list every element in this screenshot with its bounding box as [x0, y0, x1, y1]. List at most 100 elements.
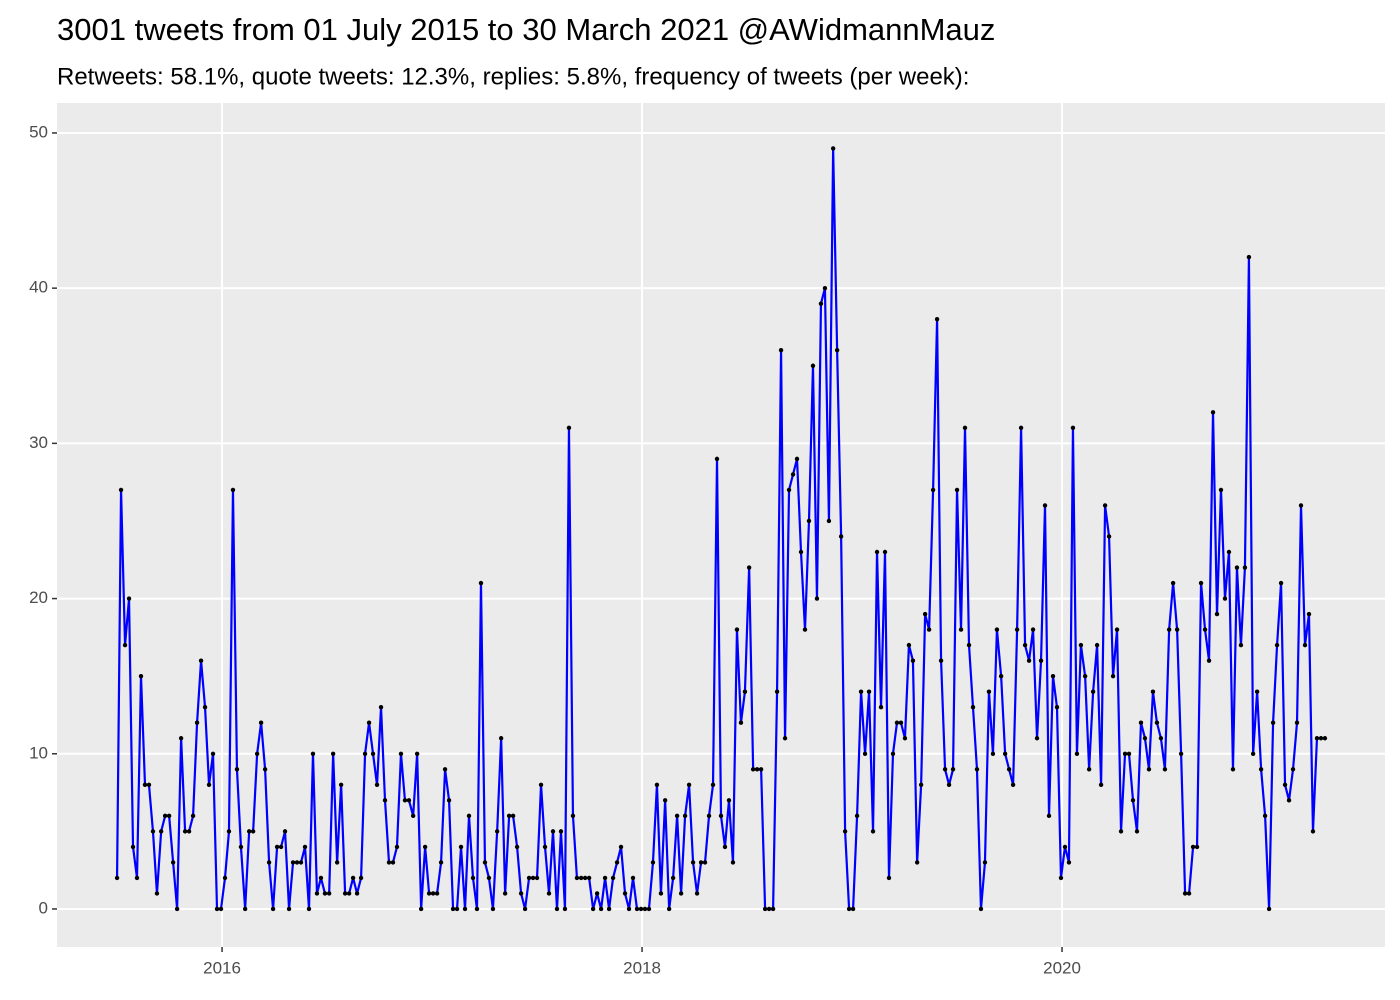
- point: [614, 860, 620, 865]
- point: [810, 363, 816, 368]
- point: [426, 891, 432, 896]
- point: [534, 875, 540, 881]
- point: [726, 798, 732, 803]
- y-tick-label: 0: [39, 898, 48, 917]
- point: [374, 782, 380, 788]
- point: [474, 906, 480, 912]
- point: [742, 689, 748, 694]
- point: [194, 720, 200, 725]
- point: [210, 751, 216, 756]
- point: [1058, 875, 1064, 881]
- point: [302, 844, 308, 850]
- point: [1162, 767, 1168, 772]
- point: [134, 875, 140, 881]
- point: [866, 689, 872, 694]
- point: [506, 813, 512, 819]
- point: [1306, 611, 1312, 617]
- point: [1190, 844, 1196, 850]
- point: [782, 736, 788, 741]
- point: [486, 875, 492, 881]
- point: [394, 844, 400, 850]
- point: [582, 875, 588, 881]
- point: [1294, 720, 1300, 725]
- point: [166, 813, 172, 819]
- point: [890, 751, 896, 756]
- point: [498, 736, 504, 741]
- point: [1046, 813, 1052, 819]
- point: [186, 829, 192, 834]
- point: [530, 875, 536, 881]
- point: [1282, 782, 1288, 788]
- point: [382, 798, 388, 803]
- point: [1086, 767, 1092, 772]
- point: [686, 782, 692, 788]
- point: [1274, 642, 1280, 648]
- point: [818, 301, 824, 306]
- point: [994, 627, 1000, 632]
- point: [1114, 627, 1120, 632]
- point: [1026, 658, 1032, 663]
- point: [598, 906, 604, 912]
- point: [338, 782, 344, 788]
- point: [1242, 565, 1248, 570]
- point: [214, 906, 220, 912]
- point: [1010, 782, 1016, 788]
- point: [802, 627, 808, 632]
- point: [238, 844, 244, 850]
- chart-title: 3001 tweets from 01 July 2015 to 30 Marc…: [57, 12, 995, 47]
- point: [470, 875, 476, 881]
- point: [1210, 410, 1216, 415]
- point: [602, 875, 608, 881]
- point: [658, 891, 664, 896]
- point: [1018, 425, 1024, 431]
- point: [490, 906, 496, 912]
- point: [418, 906, 424, 912]
- point: [414, 751, 420, 756]
- point: [1106, 534, 1112, 539]
- point: [182, 829, 188, 834]
- point: [910, 658, 916, 663]
- point: [842, 829, 848, 834]
- point: [834, 348, 840, 353]
- point: [250, 829, 256, 834]
- point: [1006, 767, 1012, 772]
- point: [146, 782, 152, 788]
- point: [482, 860, 488, 865]
- point: [142, 782, 148, 788]
- point: [950, 767, 956, 772]
- point: [1230, 767, 1236, 772]
- point: [978, 906, 984, 912]
- point: [938, 658, 944, 663]
- point: [906, 642, 912, 648]
- point: [1154, 720, 1160, 725]
- point: [830, 146, 836, 151]
- point: [606, 906, 612, 912]
- point: [310, 751, 316, 756]
- point: [1298, 503, 1304, 508]
- point: [206, 782, 212, 788]
- point: [370, 751, 376, 756]
- point: [990, 751, 996, 756]
- point: [422, 844, 428, 850]
- point: [1066, 860, 1072, 865]
- point: [230, 487, 236, 493]
- point: [1098, 782, 1104, 788]
- point: [174, 906, 180, 912]
- point: [1002, 751, 1008, 756]
- point: [926, 627, 932, 632]
- point: [1234, 565, 1240, 570]
- point: [702, 860, 708, 865]
- point: [734, 627, 740, 632]
- point: [1102, 503, 1108, 508]
- point: [694, 891, 700, 896]
- point: [126, 596, 132, 601]
- point: [770, 906, 776, 912]
- point: [1042, 503, 1048, 508]
- point: [406, 798, 412, 803]
- point: [254, 751, 260, 756]
- point: [270, 906, 276, 912]
- point: [674, 813, 680, 819]
- point: [1030, 627, 1036, 632]
- point: [698, 860, 704, 865]
- point: [198, 658, 204, 663]
